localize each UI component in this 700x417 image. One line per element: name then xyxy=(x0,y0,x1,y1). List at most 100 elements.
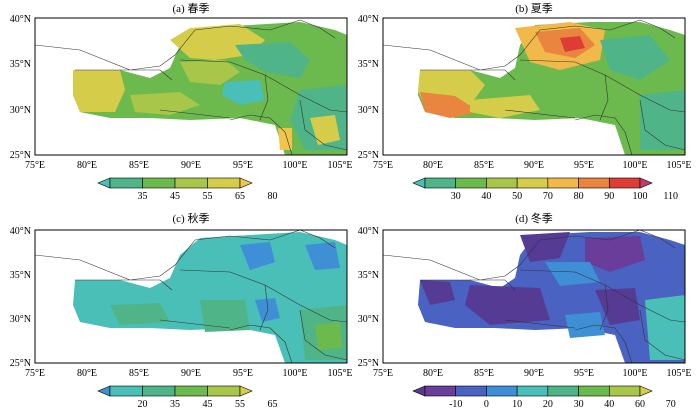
panel-b-ytick-0: 25°N xyxy=(358,150,379,161)
panel-a-colorbar: 35 45 55 65 80 xyxy=(97,177,278,202)
panel-b-xtick-2: 85°E xyxy=(474,160,494,171)
panel-a-field xyxy=(35,19,347,155)
panel-c-xtick-2: 85°E xyxy=(129,368,149,379)
panel-a-title: (a) 春季 xyxy=(173,2,210,15)
panel-d-yaxis: 25°N 30°N 35°N 40°N xyxy=(358,226,379,369)
panel-d-colorbar-swatch xyxy=(424,385,457,397)
panel-d-colorbar-high-arrow xyxy=(639,385,653,397)
panel-b-colorbar-tick: 80 xyxy=(574,191,584,202)
panel-a-ytick-1: 30°N xyxy=(10,105,31,116)
panel-a-colorbar-high-arrow xyxy=(239,177,253,189)
panel-d-ytick-3: 40°N xyxy=(358,226,379,237)
panel-b-colorbar-high-arrow xyxy=(639,177,653,189)
panel-d-colorbar-swatch xyxy=(547,385,579,397)
panel-b: (b) 夏季 75°E 80°E 85°E 90°E 95°E 100°E 10… xyxy=(358,2,692,202)
panel-a-colorbar-tick: 65 xyxy=(235,191,245,202)
panel-d-ytick-1: 30°N xyxy=(358,314,379,325)
panel-d-colorbar-tick: 30 xyxy=(574,399,584,410)
panel-a-xtick-0: 75°E xyxy=(25,160,45,171)
panel-c-ytick-1: 30°N xyxy=(10,314,31,325)
panel-b-xtick-4: 95°E xyxy=(574,160,594,171)
panel-a-colorbar-tick: 35 xyxy=(138,191,148,202)
panel-b-colorbar-tick: 40 xyxy=(481,191,491,202)
panel-b-ytick-3: 40°N xyxy=(358,14,379,25)
panel-c-xaxis: 75°E 80°E 85°E 90°E 95°E 100°E 105°E xyxy=(25,368,353,379)
panel-a-colorbar-swatch xyxy=(109,177,143,189)
panel-c-ytick-3: 40°N xyxy=(10,226,31,237)
panel-d-colorbar-tick: 20 xyxy=(543,399,553,410)
panel-d-title: (d) 冬季 xyxy=(515,211,553,225)
panel-a-xtick-6: 105°E xyxy=(327,160,352,171)
panel-d: (d) 冬季 75°E 80°E 85°E 90°E 95°E 100°E 10… xyxy=(358,211,692,410)
panel-a-colorbar-tick: 80 xyxy=(268,191,278,202)
panel-d-colorbar-tick: 0 xyxy=(484,399,489,410)
panel-d-ytick-2: 35°N xyxy=(358,270,379,281)
panel-b-xtick-3: 90°E xyxy=(524,160,544,171)
panel-d-colorbar-swatch xyxy=(486,385,518,397)
panel-c-colorbar-tick: 20 xyxy=(138,399,148,410)
panel-d-colorbar-tick: 10 xyxy=(512,399,522,410)
panel-d-xtick-5: 100°E xyxy=(622,368,647,379)
panel-b-frame xyxy=(382,17,686,156)
panel-c-colorbar-tick: 55 xyxy=(235,399,245,410)
panel-c-colorbar-swatch xyxy=(109,385,143,397)
panel-b-yaxis: 25°N 30°N 35°N 40°N xyxy=(358,14,379,161)
panel-b-colorbar-swatch xyxy=(486,177,518,189)
panel-a-xtick-5: 100°E xyxy=(282,160,307,171)
panel-a-xtick-3: 90°E xyxy=(181,160,201,171)
panel-b-colorbar-tick: 50 xyxy=(512,191,522,202)
panel-b-xtick-0: 75°E xyxy=(373,160,393,171)
panel-a-xtick-4: 95°E xyxy=(233,160,253,171)
panel-a: (a) 春季 75°E 80°E 85°E 90°E 95°E 100°E 10… xyxy=(10,2,353,202)
panel-d-xtick-2: 85°E xyxy=(474,368,494,379)
panel-c-colorbar-tick: 45 xyxy=(203,399,213,410)
panel-b-colorbar-tick: 30 xyxy=(451,191,461,202)
panel-c-xtick-1: 80°E xyxy=(77,368,97,379)
panel-a-colorbar-tick: 55 xyxy=(203,191,213,202)
panel-d-colorbar-tick: 60 xyxy=(635,399,645,410)
panel-d-colorbar-tick: 70 xyxy=(666,399,676,410)
panel-b-colorbar-tick: 110 xyxy=(663,191,678,202)
panel-d-xtick-1: 80°E xyxy=(423,368,443,379)
panel-a-ytick-3: 40°N xyxy=(10,14,31,25)
panel-b-field xyxy=(383,19,685,155)
panel-b-colorbar-swatch xyxy=(516,177,549,189)
panel-b-colorbar-swatch xyxy=(455,177,487,189)
panel-c-xtick-4: 95°E xyxy=(233,368,253,379)
panel-d-xtick-3: 90°E xyxy=(524,368,544,379)
panel-d-colorbar: -10 0 10 20 30 40 60 70 xyxy=(412,385,676,410)
panel-c-frame xyxy=(34,229,348,364)
panel-c-xtick-5: 100°E xyxy=(282,368,307,379)
panel-c-colorbar-high-arrow xyxy=(239,385,253,397)
panel-b-colorbar-swatch xyxy=(424,177,457,189)
panel-c-colorbar-low-arrow xyxy=(97,385,111,397)
panel-b-xtick-1: 80°E xyxy=(423,160,443,171)
panel-b-xtick-6: 105°E xyxy=(666,160,691,171)
panel-b-colorbar-swatch xyxy=(578,177,610,189)
panel-d-xaxis: 75°E 80°E 85°E 90°E 95°E 100°E 105°E xyxy=(373,368,692,379)
panel-b-title: (b) 夏季 xyxy=(515,2,553,15)
panel-c-ytick-0: 25°N xyxy=(10,358,31,369)
panel-a-xtick-2: 85°E xyxy=(129,160,149,171)
panel-a-borders xyxy=(35,19,347,155)
panel-a-xaxis: 75°E 80°E 85°E 90°E 95°E 100°E 105°E xyxy=(25,160,353,171)
panel-c-xtick-0: 75°E xyxy=(25,368,45,379)
panel-b-colorbar-swatch xyxy=(608,177,641,189)
panel-b-ytick-2: 35°N xyxy=(358,59,379,70)
panel-b-colorbar-tick: 70 xyxy=(543,191,553,202)
panel-d-xtick-6: 105°E xyxy=(666,368,691,379)
panel-c-colorbar-tick: 65 xyxy=(268,399,278,410)
panel-d-colorbar-swatch xyxy=(578,385,610,397)
panel-c-borders xyxy=(35,230,347,363)
panel-b-colorbar-tick: 90 xyxy=(604,191,614,202)
panel-a-colorbar-swatch xyxy=(142,177,176,189)
panel-c-field xyxy=(35,230,347,363)
panel-d-xtick-0: 75°E xyxy=(373,368,393,379)
panel-d-xtick-4: 95°E xyxy=(574,368,594,379)
panel-c-yaxis: 25°N 30°N 35°N 40°N xyxy=(10,226,31,369)
panel-a-colorbar-swatch xyxy=(174,177,208,189)
panel-c: (c) 秋季 75°E 80°E 85°E 90°E 95°E 100°E 10… xyxy=(10,211,353,410)
panel-c-colorbar-swatch xyxy=(207,385,241,397)
panel-d-borders xyxy=(383,230,685,363)
panel-d-ytick-0: 25°N xyxy=(358,358,379,369)
